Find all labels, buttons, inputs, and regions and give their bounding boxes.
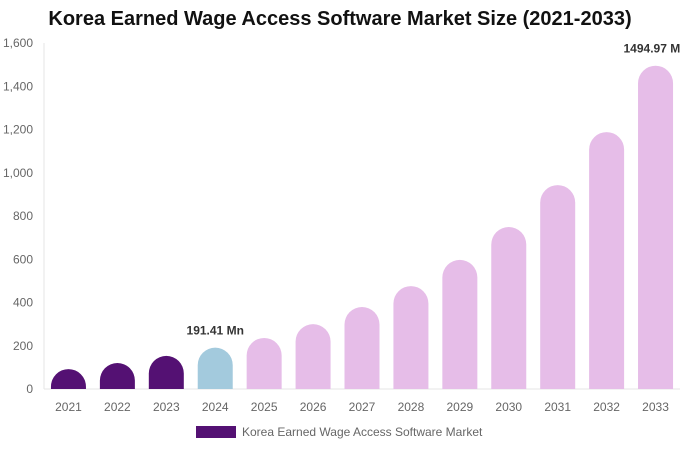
bar-2028 xyxy=(393,286,429,389)
x-tick-label: 2021 xyxy=(55,400,82,414)
y-tick-label: 1,600 xyxy=(3,36,33,50)
data-label: 1494.97 Mn xyxy=(624,42,680,56)
legend: Korea Earned Wage Access Software Market xyxy=(196,425,482,439)
x-tick-label: 2025 xyxy=(251,400,278,414)
bar-2027 xyxy=(344,307,380,389)
x-tick-label: 2024 xyxy=(202,400,229,414)
x-tick-label: 2030 xyxy=(495,400,522,414)
y-tick-label: 1,000 xyxy=(3,166,33,180)
bar-2026 xyxy=(295,324,331,389)
x-tick-label: 2023 xyxy=(153,400,180,414)
y-tick-label: 200 xyxy=(13,339,33,353)
x-tick-label: 2027 xyxy=(349,400,376,414)
y-tick-label: 400 xyxy=(13,296,33,310)
bar-2025 xyxy=(246,337,282,389)
data-label: 191.41 Mn xyxy=(187,324,244,338)
x-tick-label: 2022 xyxy=(104,400,131,414)
legend-label: Korea Earned Wage Access Software Market xyxy=(242,425,483,439)
x-tick-label: 2031 xyxy=(544,400,571,414)
bar-2029 xyxy=(442,259,478,389)
bar-2030 xyxy=(491,227,527,389)
legend-swatch xyxy=(196,426,236,438)
bar-2033 xyxy=(638,65,674,389)
chart-title: Korea Earned Wage Access Software Market… xyxy=(48,8,632,30)
y-tick-label: 1,400 xyxy=(3,79,33,93)
x-tick-label: 2029 xyxy=(446,400,473,414)
x-tick-label: 2028 xyxy=(398,400,425,414)
bar-2031 xyxy=(540,185,576,389)
x-tick-label: 2033 xyxy=(642,400,669,414)
bar-2021 xyxy=(50,369,86,389)
bar-2023 xyxy=(148,355,184,389)
y-tick-label: 0 xyxy=(26,382,33,396)
y-tick-label: 1,200 xyxy=(3,123,33,137)
y-tick-label: 600 xyxy=(13,252,33,266)
y-tick-label: 800 xyxy=(13,209,33,223)
bar-2032 xyxy=(589,132,625,389)
x-tick-label: 2032 xyxy=(593,400,620,414)
bar-2022 xyxy=(99,363,135,389)
x-tick-label: 2026 xyxy=(300,400,327,414)
bar-2024 xyxy=(197,347,233,389)
